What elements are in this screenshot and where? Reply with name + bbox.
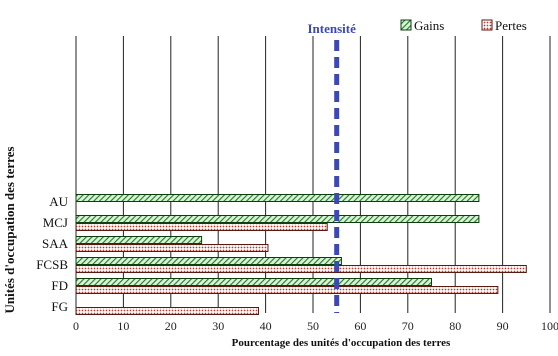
bar-pertes-mcj [75,223,328,231]
x-tick-label-90: 90 [497,319,509,333]
bar-gains-au [75,194,480,202]
reference-line-group: Intensité [308,21,357,313]
y-category-labels: AU MCJ SAA FCSB FD FG [36,194,68,314]
y-category-label-saa: SAA [42,236,69,251]
legend-label-gains: Gains [414,18,444,33]
y-category-label-mcj: MCJ [43,215,68,230]
x-tick-label-50: 50 [307,319,319,333]
y-axis-title: Unités d'occupation des terres [2,147,17,314]
bar-gains-mcj [75,215,480,223]
x-tick-label-70: 70 [402,319,414,333]
legend-swatch-gains [400,19,412,31]
y-category-label-fg: FG [51,299,68,314]
x-tick-label-10: 10 [117,319,129,333]
legend: Gains Pertes [400,18,527,33]
bar-pertes-fg [75,307,259,315]
bar-pertes-fcsb [75,265,527,273]
bar-gains-fd [75,278,432,286]
legend-swatch-pertes [481,19,493,31]
reference-line-label: Intensité [308,21,357,36]
bar-gains-saa [75,236,203,244]
x-tick-label-40: 40 [260,319,272,333]
x-tick-labels: 0 10 20 30 40 50 60 70 80 90 100 [73,319,558,333]
bar-pertes-fd [75,286,499,294]
x-tick-label-30: 30 [212,319,224,333]
x-tick-label-0: 0 [73,319,79,333]
bar-pertes-saa [75,244,269,252]
y-category-label-au: AU [49,194,68,209]
x-tick-label-20: 20 [165,319,177,333]
x-axis-title: Pourcentage des unités d'occupation des … [232,337,451,349]
y-category-label-fd: FD [51,278,68,293]
bars [75,194,527,315]
legend-label-pertes: Pertes [495,18,527,33]
x-tick-label-80: 80 [449,319,461,333]
x-tick-label-100: 100 [541,319,558,333]
y-category-label-fcsb: FCSB [36,257,68,272]
x-tick-label-60: 60 [354,319,366,333]
bar-gains-fcsb [75,257,342,265]
